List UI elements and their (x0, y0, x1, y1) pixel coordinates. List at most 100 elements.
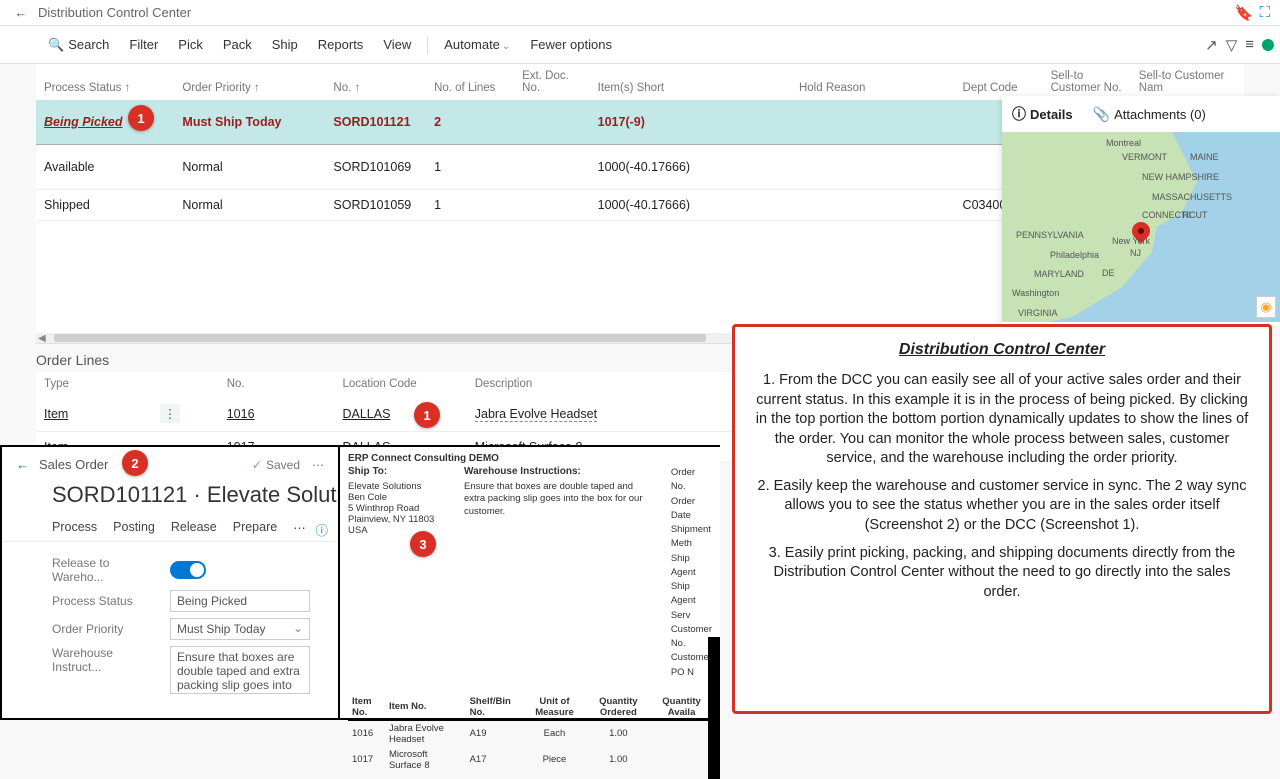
search-action[interactable]: 🔍 Search (40, 33, 117, 57)
doc-meta-line: Customer PO N (671, 651, 712, 680)
table-cell (651, 720, 712, 747)
map-label: VERMONT (1122, 152, 1167, 162)
reports-action[interactable]: Reports (310, 33, 372, 56)
pick-action[interactable]: Pick (170, 33, 211, 56)
map-label: DE (1102, 268, 1115, 278)
chevron-down-icon: ⌄ (502, 41, 510, 52)
attachments-tab[interactable]: 📎Attachments (0) (1093, 104, 1206, 124)
map-view[interactable]: ◉ VERMONTMontrealMAINENEW HAMPSHIREMASSA… (1002, 132, 1280, 322)
table-cell (791, 100, 955, 145)
doc-company: ERP Connect Consulting DEMO (348, 453, 712, 464)
status-field[interactable]: Being Picked (170, 590, 310, 612)
col-header[interactable] (152, 372, 219, 396)
status-dot-icon[interactable] (1262, 39, 1274, 51)
table-cell: A17 (466, 747, 524, 773)
share-icon[interactable]: ↗ (1205, 36, 1218, 54)
tab-process[interactable]: Process (52, 520, 97, 535)
more-icon[interactable]: ⋯ (312, 458, 324, 472)
col-header[interactable]: No. of Lines (426, 64, 514, 100)
col-header[interactable]: No. ↑ (325, 64, 426, 100)
table-cell: 1017(-9) (590, 100, 791, 145)
col-header: Shelf/Bin No. (466, 694, 524, 721)
map-label: NJ (1130, 248, 1141, 258)
callout-p1: 1. From the DCC you can easily see all o… (753, 371, 1251, 469)
doc-items-table: Item No.Item No.Shelf/Bin No.Unit of Mea… (348, 694, 712, 773)
table-cell: 1016 (348, 720, 385, 747)
col-header[interactable]: Ext. Doc. No. (514, 64, 590, 100)
fewer-options[interactable]: Fewer options (522, 33, 620, 56)
map-label: MAINE (1190, 152, 1219, 162)
table-cell: DALLAS (334, 396, 466, 432)
table-cell (514, 145, 590, 190)
pegman-icon[interactable]: ◉ (1256, 296, 1276, 318)
col-header[interactable]: Order Priority ↑ (174, 64, 325, 100)
table-cell (458, 720, 466, 747)
col-header[interactable]: Sell-to Customer Nam (1131, 64, 1244, 100)
shipto-line: USA (348, 525, 448, 536)
col-header[interactable]: Dept Code (955, 64, 1043, 100)
so-title: SORD101121 · Elevate Solutions (2, 482, 338, 516)
table-row: 1016Jabra Evolve HeadsetA19Each1.00 (348, 720, 712, 747)
automate-action[interactable]: Automate⌄ (436, 33, 518, 56)
doc-meta-line: Customer No. (671, 623, 712, 652)
table-cell: Normal (174, 190, 325, 221)
map-label: RI (1182, 210, 1191, 220)
pack-action[interactable]: Pack (215, 33, 260, 56)
scroll-left-icon[interactable]: ◀ (36, 333, 48, 344)
doc-meta-line: Shipment Meth (671, 523, 712, 552)
shipto-line: Plainview, NY 11803 (348, 514, 448, 525)
shipto-label: Ship To: (348, 466, 448, 477)
priority-select[interactable]: Must Ship Today (170, 618, 310, 640)
bookmark-icon[interactable]: 🔖 (1235, 4, 1254, 22)
annotation-badge-2: 2 (122, 450, 148, 476)
wh-textarea[interactable]: Ensure that boxes are double taped and e… (170, 646, 310, 694)
tab-posting[interactable]: Posting (113, 520, 155, 535)
list-view-icon[interactable]: ≡ (1245, 36, 1254, 53)
table-cell: 1000(-40.17666) (590, 145, 791, 190)
so-back-button[interactable]: ← (16, 457, 29, 472)
table-cell: A19 (466, 720, 524, 747)
attachments-label: Attachments (0) (1114, 107, 1206, 122)
col-header[interactable]: Item(s) Short (590, 64, 791, 100)
shipto-line: Ben Cole (348, 492, 448, 503)
map-label: Washington (1012, 288, 1059, 298)
col-header[interactable]: Hold Reason (791, 64, 955, 100)
col-header: Item No. (385, 694, 458, 721)
table-cell: 1016 (219, 396, 335, 432)
details-label: Details (1030, 107, 1073, 122)
table-cell: Jabra Evolve Headset (385, 720, 458, 747)
col-header[interactable]: Type (36, 372, 152, 396)
scroll-thumb[interactable] (54, 334, 706, 342)
tab-release[interactable]: Release (171, 520, 217, 535)
filter-action[interactable]: Filter (121, 33, 166, 56)
col-header[interactable]: Sell-to Customer No. (1043, 64, 1131, 100)
more-tabs-icon[interactable]: ⋯ (293, 520, 306, 535)
table-cell (791, 145, 955, 190)
filter-pane-icon[interactable]: ▽ (1226, 36, 1238, 54)
callout-p3: 3. Easily print picking, packing, and sh… (753, 544, 1251, 603)
map-label: PENNSYLVANIA (1016, 230, 1084, 240)
ship-action[interactable]: Ship (264, 33, 306, 56)
status-label: Process Status (52, 594, 162, 608)
view-action[interactable]: View (375, 33, 419, 56)
map-label: MASSACHUSETTS (1152, 192, 1232, 202)
table-cell: SORD101059 (325, 190, 426, 221)
table-cell: 1 (426, 190, 514, 221)
info-circle-icon[interactable]: ⓘ (315, 520, 328, 539)
row-menu-icon[interactable]: ⋮ (160, 404, 181, 423)
release-toggle[interactable] (170, 561, 206, 579)
details-tab[interactable]: ⓘDetails (1012, 104, 1073, 124)
doc-meta-line: Order No. (671, 466, 712, 495)
back-button[interactable]: ← (10, 2, 32, 24)
tab-prepare[interactable]: Prepare (233, 520, 277, 535)
saved-label: Saved (266, 458, 300, 472)
table-cell: ⋮ (152, 396, 219, 432)
expand-icon[interactable]: ⛶ (1259, 4, 1270, 21)
col-header[interactable]: No. (219, 372, 335, 396)
map-label: Montreal (1106, 138, 1141, 148)
col-header[interactable]: Process Status ↑ (36, 64, 174, 100)
col-header[interactable]: Description (467, 372, 748, 396)
release-label: Release to Wareho... (52, 556, 162, 584)
wh-instructions-label: Warehouse Instructions: (464, 466, 655, 477)
col-header[interactable]: Location Code (334, 372, 466, 396)
